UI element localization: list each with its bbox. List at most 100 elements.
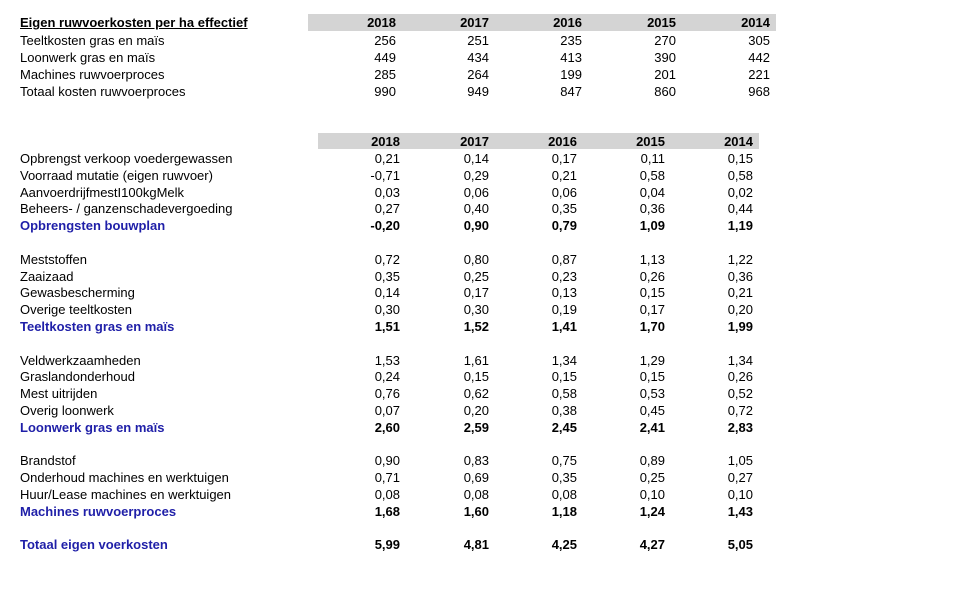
subtotal-cell: 1,09 <box>639 218 665 233</box>
subtotal-cell: 1,19 <box>727 218 753 233</box>
grand-total-cell: 4,27 <box>639 537 665 552</box>
table-cell: 1,22 <box>727 252 753 267</box>
table-cell: 0,29 <box>463 168 489 183</box>
row-label: Veldwerkzaamheden <box>20 353 141 368</box>
year-header: 2017 <box>460 15 489 30</box>
table-cell: 0,35 <box>551 470 577 485</box>
table-cell: 0,17 <box>551 151 577 166</box>
row-label: Opbrengst verkoop voedergewassen <box>20 151 233 166</box>
table-cell: 285 <box>374 67 396 82</box>
table-cell: 0,17 <box>463 285 489 300</box>
table-cell: 0,15 <box>551 369 577 384</box>
header-band <box>308 14 776 31</box>
table-cell: 860 <box>654 84 676 99</box>
subtotal-label: Machines ruwvoerproces <box>20 504 177 519</box>
table-cell: 0,15 <box>639 285 665 300</box>
table-cell: 201 <box>654 67 676 82</box>
table-cell: 0,89 <box>639 453 665 468</box>
subtotal-cell: 2,45 <box>551 420 577 435</box>
table-cell: 1,13 <box>639 252 665 267</box>
table-cell: 0,71 <box>374 470 400 485</box>
year-header: 2014 <box>724 134 753 149</box>
row-label: Teeltkosten gras en maïs <box>20 33 165 48</box>
row-label: Brandstof <box>20 453 76 468</box>
table-cell: 256 <box>374 33 396 48</box>
table-cell: 0,14 <box>463 151 489 166</box>
table-cell: 413 <box>560 50 582 65</box>
header-band <box>318 133 759 149</box>
table-cell: 305 <box>748 33 770 48</box>
table-cell: 0,08 <box>551 487 577 502</box>
subtotal-cell: 1,70 <box>639 319 665 334</box>
table-cell: 0,20 <box>463 403 489 418</box>
table-cell: 0,06 <box>551 185 577 200</box>
year-header: 2015 <box>647 15 676 30</box>
table-cell: 0,83 <box>463 453 489 468</box>
table-cell: 0,27 <box>727 470 753 485</box>
subtotal-cell: 2,41 <box>639 420 665 435</box>
table-cell: 0,36 <box>639 201 665 216</box>
table-cell: 0,15 <box>639 369 665 384</box>
year-header: 2016 <box>548 134 577 149</box>
subtotal-label: Loonwerk gras en maïs <box>20 420 165 435</box>
row-label: Huur/Lease machines en werktuigen <box>20 487 232 502</box>
row-label: Graslandonderhoud <box>20 369 135 384</box>
subtotal-cell: 0,90 <box>463 218 489 233</box>
row-label: Totaal kosten ruwvoerproces <box>20 84 186 99</box>
table-cell: 251 <box>467 33 489 48</box>
year-header: 2014 <box>741 15 770 30</box>
subtotal-cell: 2,60 <box>374 420 400 435</box>
table-cell: 0,25 <box>639 470 665 485</box>
row-label: Overig loonwerk <box>20 403 114 418</box>
table-cell: 0,10 <box>727 487 753 502</box>
table-cell: 0,58 <box>639 168 665 183</box>
table-cell: 0,58 <box>727 168 753 183</box>
table-cell: 0,72 <box>727 403 753 418</box>
table-cell: 0,30 <box>463 302 489 317</box>
grand-total-cell: 4,81 <box>463 537 489 552</box>
table-cell: 0,75 <box>551 453 577 468</box>
grand-total-label: Totaal eigen voerkosten <box>20 537 168 552</box>
row-label: Overige teeltkosten <box>20 302 133 317</box>
table-cell: 0,24 <box>374 369 400 384</box>
table-cell: 0,72 <box>374 252 400 267</box>
subtotal-cell: 2,59 <box>463 420 489 435</box>
table-cell: 968 <box>748 84 770 99</box>
table-cell: 0,21 <box>374 151 400 166</box>
table-cell: 0,58 <box>551 386 577 401</box>
table-cell: 0,20 <box>727 302 753 317</box>
table-cell: 0,21 <box>551 168 577 183</box>
table-cell: 0,21 <box>727 285 753 300</box>
table-cell: 0,35 <box>551 201 577 216</box>
table-cell: 0,03 <box>374 185 400 200</box>
subtotal-cell: -0,20 <box>370 218 400 233</box>
year-header: 2018 <box>371 134 400 149</box>
subtotal-label: Teeltkosten gras en maïs <box>20 319 175 334</box>
table-cell: 1,53 <box>374 353 400 368</box>
table-cell: 0,45 <box>639 403 665 418</box>
table-cell: 1,05 <box>727 453 753 468</box>
subtotal-cell: 0,79 <box>551 218 577 233</box>
table-cell: 0,06 <box>463 185 489 200</box>
table-cell: 0,40 <box>463 201 489 216</box>
table-cell: 0,53 <box>639 386 665 401</box>
subtotal-cell: 1,18 <box>551 504 577 519</box>
table-cell: 0,62 <box>463 386 489 401</box>
subtotal-label: Opbrengsten bouwplan <box>20 218 166 233</box>
table-cell: 847 <box>560 84 582 99</box>
table-cell: 434 <box>467 50 489 65</box>
table-cell: 0,15 <box>463 369 489 384</box>
table-cell: 0,25 <box>463 269 489 284</box>
table-cell: 990 <box>374 84 396 99</box>
table-cell: 0,52 <box>727 386 753 401</box>
table-cell: 0,90 <box>374 453 400 468</box>
table-cell: 0,02 <box>727 185 753 200</box>
subtotal-cell: 1,52 <box>463 319 489 334</box>
table-cell: 0,15 <box>727 151 753 166</box>
table-cell: 235 <box>560 33 582 48</box>
table-cell: 0,10 <box>639 487 665 502</box>
subtotal-cell: 1,51 <box>374 319 400 334</box>
table-cell: 221 <box>748 67 770 82</box>
table-cell: 1,61 <box>463 353 489 368</box>
